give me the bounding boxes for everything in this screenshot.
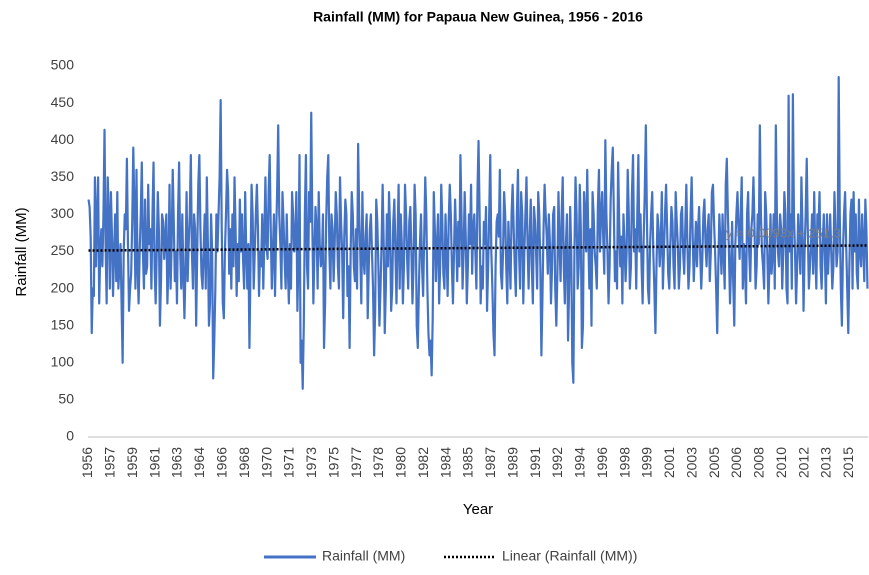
x-axis-label: Year xyxy=(463,501,493,518)
x-tick-label: 2006 xyxy=(728,447,744,478)
y-tick-label: 150 xyxy=(51,316,75,332)
legend-label: Rainfall (MM) xyxy=(322,548,405,564)
x-tick-label: 2001 xyxy=(661,447,677,478)
x-tick-label: 2012 xyxy=(795,447,811,478)
y-tick-label: 250 xyxy=(51,242,75,258)
x-tick-label: 1991 xyxy=(527,447,543,478)
x-tick-label: 1961 xyxy=(146,447,162,478)
x-tick-label: 1956 xyxy=(79,447,95,478)
x-tick-label: 1987 xyxy=(482,447,498,478)
x-tick-label: 1975 xyxy=(325,447,341,478)
x-tick-label: 1996 xyxy=(594,447,610,478)
x-tick-label: 1964 xyxy=(191,447,207,478)
x-tick-label: 1989 xyxy=(504,447,520,478)
y-tick-label: 450 xyxy=(51,94,75,110)
y-tick-label: 350 xyxy=(51,168,75,184)
x-tick-label: 1977 xyxy=(348,447,364,478)
x-tick-label: 1992 xyxy=(549,447,565,478)
legend-label: Linear (Rainfall (MM)) xyxy=(502,548,637,564)
x-tick-label: 1968 xyxy=(236,447,252,478)
x-tick-label: 1980 xyxy=(393,447,409,478)
x-tick-label: 2015 xyxy=(840,447,856,478)
y-tick-label: 50 xyxy=(58,391,74,407)
x-tick-label: 1999 xyxy=(639,447,655,478)
x-tick-label: 1970 xyxy=(258,447,274,478)
x-tick-label: 2010 xyxy=(773,447,789,478)
y-tick-label: 100 xyxy=(51,354,75,370)
rainfall-line xyxy=(87,76,869,390)
x-tick-label: 1985 xyxy=(460,447,476,478)
trendline xyxy=(88,244,868,252)
x-tick-label: 1984 xyxy=(437,447,453,478)
x-tick-label: 1982 xyxy=(415,447,431,478)
x-tick-label: 1959 xyxy=(124,447,140,478)
x-tick-label: 1994 xyxy=(572,447,588,478)
y-tick-label: 500 xyxy=(51,57,75,73)
trendline-equation: y = 0.0093x + 251.3 xyxy=(726,225,841,240)
chart-title: Rainfall (MM) for Papaua New Guinea, 195… xyxy=(313,9,643,25)
x-tick-label: 2008 xyxy=(751,447,767,478)
x-tick-label: 1966 xyxy=(213,447,229,478)
y-axis-label: Rainfall (MM) xyxy=(13,207,30,296)
x-tick-label: 2005 xyxy=(706,447,722,478)
x-tick-label: 1971 xyxy=(281,447,297,478)
x-tick-label: 1978 xyxy=(370,447,386,478)
x-tick-label: 2003 xyxy=(683,447,699,478)
x-tick-label: 1973 xyxy=(303,447,319,478)
x-tick-label: 2013 xyxy=(818,447,834,478)
y-tick-label: 0 xyxy=(66,428,74,444)
x-tick-label: 1963 xyxy=(169,447,185,478)
x-tick-label: 1957 xyxy=(102,447,118,478)
y-tick-label: 200 xyxy=(51,279,75,295)
y-tick-label: 400 xyxy=(51,131,75,147)
x-tick-label: 1998 xyxy=(616,447,632,478)
y-tick-label: 300 xyxy=(51,205,75,221)
